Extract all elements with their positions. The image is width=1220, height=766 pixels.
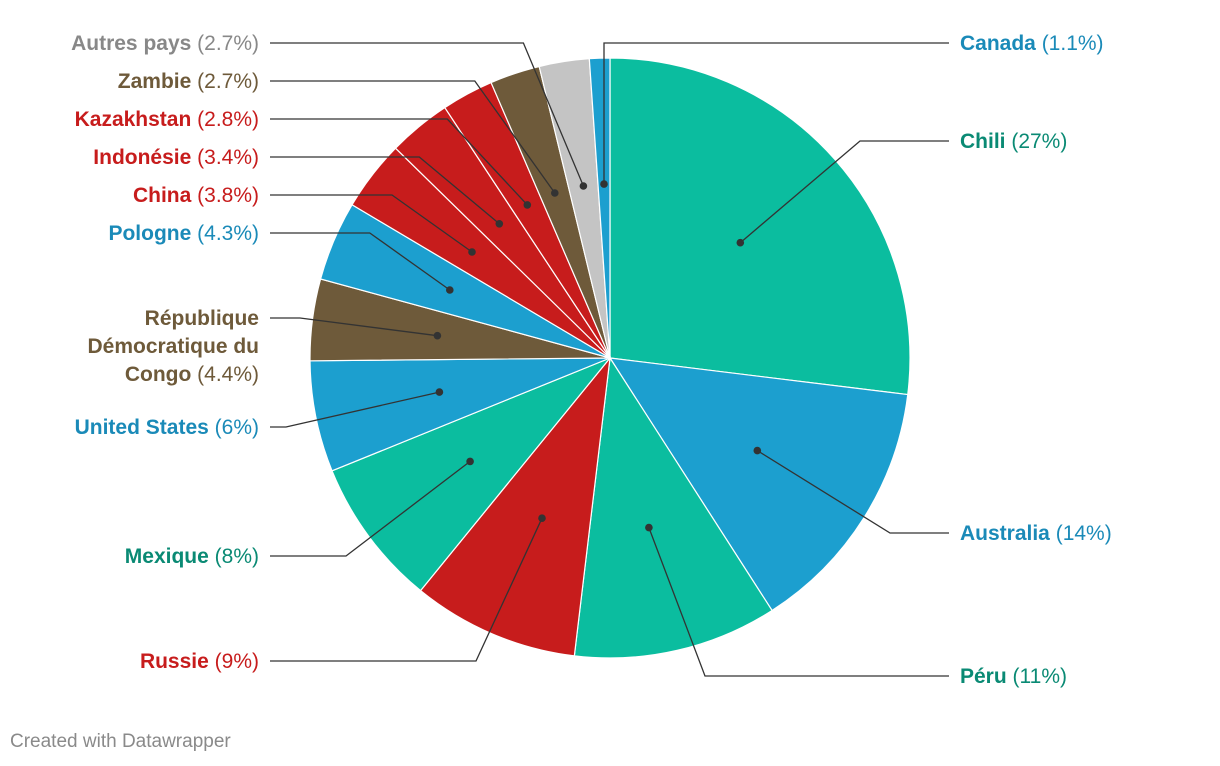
pie-slice-australia <box>608 357 909 612</box>
slice-label-percent: (14%) <box>1050 522 1112 545</box>
slice-label-republique-democratique-du-congo-line-1: République <box>145 307 259 330</box>
leader-line-russie <box>270 517 543 662</box>
slice-label-percent: (2.7%) <box>191 32 259 55</box>
slice-labels: Chili (27%) Australia (14%) Péru (11%) Russ… <box>71 32 1112 688</box>
slice-label-percent: (6%) <box>209 416 259 439</box>
leader-dot-republique-democratique-du-congo <box>433 331 442 340</box>
pie-slice-russie <box>419 356 611 657</box>
leader-lines <box>270 42 949 677</box>
leader-dot-russie <box>538 514 546 522</box>
slice-label-canada: Canada (1.1%) <box>960 32 1104 55</box>
leader-line-autres-pays <box>270 42 584 187</box>
leader-dot-australia <box>753 446 762 455</box>
leader-dot-china <box>468 248 476 256</box>
pie-slice-mexique <box>331 357 611 592</box>
leader-dot-zambie <box>551 189 559 197</box>
slice-label-percent: (8%) <box>209 545 259 568</box>
leader-line-chili <box>739 140 949 244</box>
slice-label-percent: (3.4%) <box>191 146 259 169</box>
slice-label-pologne: Pologne (4.3%) <box>108 222 259 245</box>
slice-label-name: Canada <box>960 32 1036 55</box>
slice-label-percent: (3.8%) <box>191 184 259 207</box>
leader-dot-pologne <box>446 286 454 294</box>
leader-line-australia <box>756 450 949 534</box>
slice-label-name: Kazakhstan <box>75 108 192 131</box>
footer-credit: Created with Datawrapper <box>10 731 231 752</box>
slice-label-united-states: United States (6%) <box>75 416 259 439</box>
pie-slice-peru <box>573 356 773 659</box>
slice-label-name: Autres pays <box>71 32 191 55</box>
slice-label-percent: (11%) <box>1007 665 1067 688</box>
slice-label-indonesie: Indonésie (3.4%) <box>93 146 259 169</box>
slice-label-russie: Russie (9%) <box>140 650 259 673</box>
leader-line-pologne <box>270 232 451 291</box>
leader-dot-mexique <box>466 457 474 466</box>
leader-line-zambie <box>270 80 556 194</box>
slice-label-name: Mexique <box>125 545 209 568</box>
slice-label-republique-democratique-du-congo-line-2: Démocratique du <box>87 335 259 358</box>
leader-dot-chili <box>736 238 745 247</box>
slice-label-china: China (3.8%) <box>133 184 259 207</box>
leader-dot-autres-pays <box>579 182 588 190</box>
slice-label-name: Australia <box>960 522 1050 545</box>
slice-label-name: Pologne <box>108 222 191 245</box>
pie-slices <box>309 57 911 659</box>
leader-line-united-states <box>270 391 440 428</box>
leader-dot-indonesie <box>495 220 504 228</box>
slice-label-republique-democratique-du-congo-line-3: Congo (4.4%) <box>125 363 259 386</box>
slice-label-mexique: Mexique (8%) <box>125 545 259 568</box>
slice-label-name: Chili <box>960 130 1006 153</box>
leader-line-indonesie <box>270 156 500 225</box>
leader-line-canada <box>603 42 949 185</box>
slice-label-percent: (9%) <box>209 650 259 673</box>
slice-label-percent: (2.7%) <box>191 70 259 93</box>
slice-label-kazakhstan: Kazakhstan (2.8%) <box>75 108 259 131</box>
leader-line-mexique <box>270 460 471 557</box>
slice-label-percent: (4.3%) <box>191 222 259 245</box>
leader-line-china <box>270 194 473 253</box>
leader-dot-united-states <box>435 388 444 396</box>
slice-label-name: Démocratique du <box>87 335 259 358</box>
slice-label-percent: (27%) <box>1006 130 1068 153</box>
leader-dot-canada <box>600 180 608 188</box>
slice-label-name: Indonésie <box>93 146 191 169</box>
slice-label-name: Péru <box>960 665 1007 688</box>
slice-label-chili: Chili (27%) <box>960 130 1067 153</box>
slice-label-name: République <box>145 307 259 330</box>
slice-label-name: China <box>133 184 192 207</box>
leader-dot-kazakhstan <box>523 201 532 209</box>
slice-label-percent: (4.4%) <box>191 363 259 386</box>
slice-label-australia: Australia (14%) <box>960 522 1112 545</box>
pie-slice-canada <box>588 57 611 359</box>
slice-label-zambie: Zambie (2.7%) <box>118 70 259 93</box>
slice-label-name: Zambie <box>118 70 192 93</box>
leader-line-kazakhstan <box>270 118 528 206</box>
leader-dot-peru <box>645 523 653 532</box>
slice-label-autres-pays: Autres pays (2.7%) <box>71 32 259 55</box>
slice-label-percent: (2.8%) <box>191 108 259 131</box>
slice-label-percent: (1.1%) <box>1036 32 1104 55</box>
leader-line-republique-democratique-du-congo <box>270 317 438 337</box>
slice-label-name: Russie <box>140 650 209 673</box>
slice-label-name: United States <box>75 416 209 439</box>
slice-label-name: Congo <box>125 363 191 386</box>
slice-label-peru: Péru (11%) <box>960 665 1067 688</box>
leader-line-peru <box>648 527 949 677</box>
